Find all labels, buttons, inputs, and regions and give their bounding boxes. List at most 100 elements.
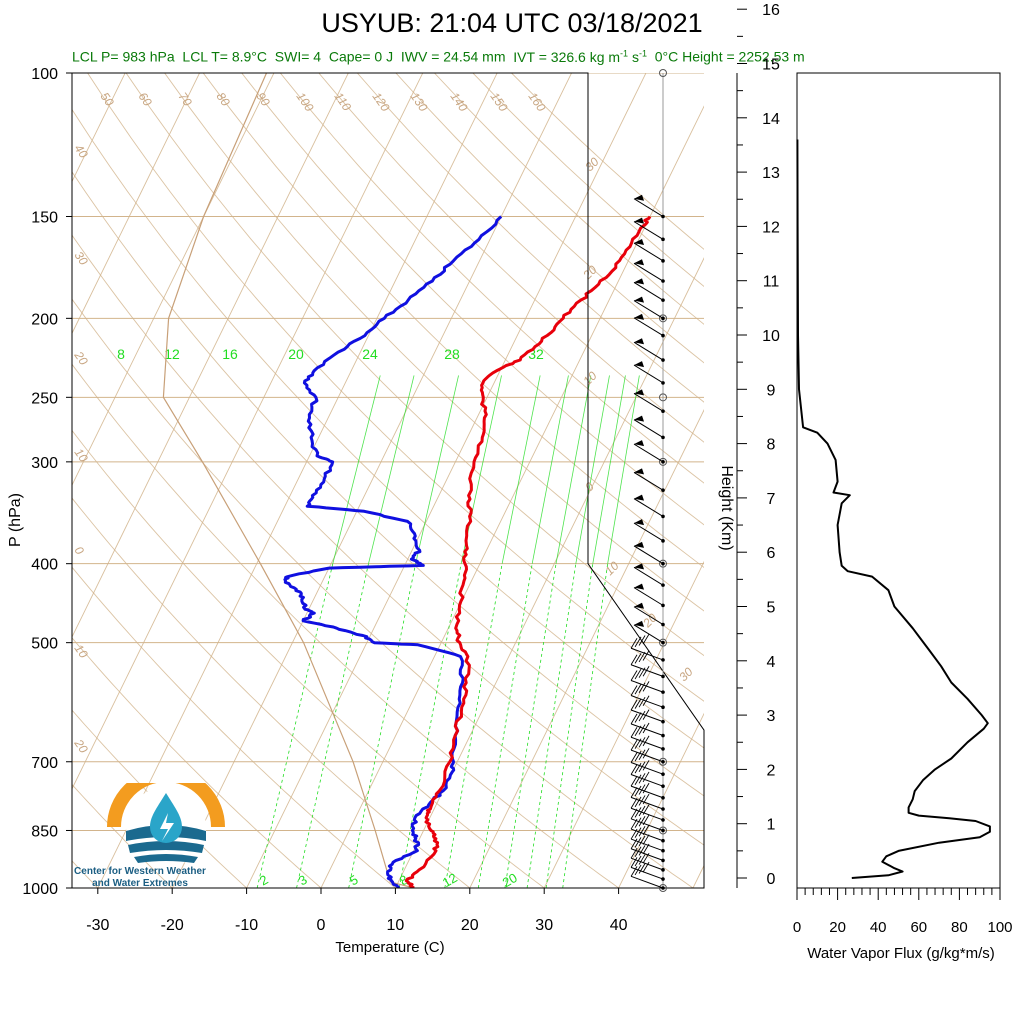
- swi-value: SWI= 4: [274, 48, 322, 65]
- isotherm-label: 130: [408, 90, 431, 115]
- wind-barb-staff: [633, 624, 664, 644]
- wind-barb-staff: [633, 300, 664, 319]
- mixing-ratio-label: 8: [117, 346, 125, 362]
- wind-barb-pennant: [634, 313, 645, 320]
- wind-barb-feather: [630, 638, 638, 649]
- wind-barb-staff: [630, 807, 664, 821]
- isotherm-label: 60: [136, 90, 155, 109]
- wind-barb-staff: [633, 587, 664, 606]
- wind-barb-staff: [633, 221, 664, 240]
- adiabat-label: 30: [676, 665, 696, 685]
- chart-title: USYUB: 21:04 UTC 03/18/2021: [321, 8, 703, 38]
- isotherm-line: [72, 73, 424, 790]
- mixing-ratio-label: 3: [296, 872, 310, 889]
- adiabat-label: 10: [602, 559, 622, 579]
- flux-tick-label: 80: [951, 919, 968, 936]
- height-tick-label: 0: [767, 871, 776, 888]
- adiabat-label: 20: [580, 263, 600, 283]
- isotherm-label: 30: [72, 249, 91, 268]
- wind-barb-pennant: [634, 259, 645, 266]
- wind-barb-staff: [630, 647, 664, 661]
- isotherm-label: 90: [254, 90, 273, 109]
- mixing-ratio-line: [501, 375, 541, 564]
- lcl-temperature: LCL T= 8.9°C: [182, 48, 267, 65]
- x-tick-label: -20: [161, 917, 184, 934]
- mixing-ratio-line: [444, 563, 503, 888]
- wind-barb-feather: [638, 710, 646, 722]
- wind-level-circle: [659, 393, 667, 402]
- wind-barb-feather: [634, 827, 642, 838]
- isotherm-label: 80: [214, 90, 233, 109]
- isotherm-line: [246, 73, 647, 888]
- wind-barb-staff: [633, 393, 664, 412]
- wind-barb-feather: [642, 722, 650, 734]
- wind-level-circle: [659, 638, 667, 647]
- isotherm-line: [171, 73, 573, 888]
- dry-adiabat: [164, 73, 704, 612]
- wind-barb-feather: [638, 737, 646, 748]
- wind-barb-feather: [642, 760, 650, 771]
- wind-barb-feather: [642, 650, 650, 661]
- y-tick-label: 400: [31, 557, 58, 574]
- isotherm-label: 10: [72, 642, 91, 661]
- height-tick-label: 8: [767, 437, 776, 454]
- wind-barb-pennant: [634, 440, 645, 447]
- wind-barb-feather: [630, 752, 638, 763]
- mixing-ratio-label: 20: [288, 346, 304, 362]
- mixing-ratio-line: [575, 375, 610, 564]
- wind-barb-feather: [634, 774, 642, 785]
- wind-barb-feather: [638, 635, 646, 646]
- dewpoint-line: [283, 215, 503, 888]
- mixing-ratio-label: 24: [362, 346, 378, 362]
- wind-level-circle: [659, 826, 667, 835]
- dry-adiabat: [279, 73, 704, 484]
- isotherm-line: [320, 105, 704, 888]
- wind-barb-feather: [638, 682, 646, 693]
- wind-barb-staff: [630, 695, 664, 708]
- isotherm-line: [72, 73, 201, 335]
- wind-barb-feather: [634, 683, 642, 695]
- dry-adiabat: [241, 73, 704, 526]
- dry-adiabat: [395, 73, 704, 364]
- wind-barb-staff: [630, 828, 664, 842]
- wind-barb-staff: [630, 796, 664, 810]
- logo-caption-line1: Center for Western Weather: [74, 866, 206, 877]
- skewt-profiles: [162, 73, 652, 888]
- wind-barb-feather: [630, 798, 638, 809]
- height-tick-label: 3: [767, 708, 776, 725]
- isotherm-line: [759, 55, 1024, 905]
- x-tick-label: 20: [461, 917, 479, 934]
- sounding-indices: LCL P= 983 hPa LCL T= 8.9°C SWI= 4 Cape=…: [72, 48, 805, 65]
- x-tick-label: 0: [317, 917, 326, 934]
- flux-tick-label: 40: [870, 919, 887, 936]
- dry-adiabat: [72, 709, 248, 888]
- wind-barb-staff: [633, 198, 664, 217]
- y-tick-label: 500: [31, 636, 58, 653]
- wind-barb-feather: [630, 654, 638, 665]
- mixing-ratio-label: 16: [222, 346, 238, 362]
- wind-barb-pennant: [634, 278, 645, 285]
- wind-barb-staff: [630, 736, 664, 750]
- height-tick-label: 9: [767, 382, 776, 399]
- mixing-ratio-line: [477, 563, 533, 888]
- isotherm-label: 120: [370, 90, 393, 115]
- wind-barb-feather: [630, 685, 638, 696]
- wind-barb-pennant: [634, 415, 645, 422]
- mixing-ratio-label: 20: [500, 870, 520, 890]
- wind-barb-pennant: [634, 602, 645, 609]
- wind-barb-feather: [638, 854, 646, 865]
- wind-barb-staff: [630, 762, 664, 775]
- mixing-ratio-label: 28: [444, 346, 460, 362]
- mixing-ratio-label: 2: [257, 872, 271, 889]
- wind-barb-pennant: [634, 541, 645, 548]
- dry-adiabat: [72, 497, 471, 888]
- dry-adiabat: [318, 73, 704, 443]
- skewt-background: 50 60 70 80 90 100 110 120 130 140 150 160403020100…: [72, 55, 1024, 905]
- y-axis-label: P (hPa): [7, 493, 24, 547]
- dry-adiabat: [72, 108, 704, 749]
- dry-adiabat: [72, 429, 545, 888]
- temperature-line: [404, 215, 652, 888]
- mixing-ratio-line: [545, 563, 594, 888]
- wind-barb-staff: [630, 818, 664, 831]
